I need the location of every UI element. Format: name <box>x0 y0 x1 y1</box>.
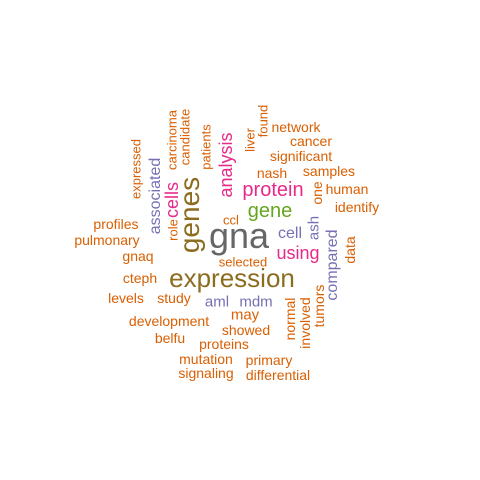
word-aml: aml <box>204 293 230 311</box>
word-normal: normal <box>282 297 298 341</box>
word-selected: selected <box>218 254 268 270</box>
word-gnaq: gnaq <box>122 248 154 264</box>
word-network: network <box>271 119 321 135</box>
word-patients: patients <box>198 124 214 170</box>
word-pulmonary: pulmonary <box>74 232 140 248</box>
word-expressed: expressed <box>128 139 144 199</box>
word-study: study <box>157 290 191 306</box>
word-one: one <box>309 181 325 205</box>
word-expression: expression <box>169 263 295 293</box>
word-using: using <box>276 243 320 263</box>
word-proteins: proteins <box>199 336 249 352</box>
word-tumors: tumors <box>311 284 327 328</box>
word-involved: involved <box>297 297 313 349</box>
word-profiles: profiles <box>93 216 139 232</box>
word-development: development <box>128 313 210 329</box>
word-gna: gna <box>208 215 270 256</box>
word-samples: samples <box>302 163 356 179</box>
word-signaling: signaling <box>178 365 234 381</box>
word-ccl: ccl <box>223 212 239 228</box>
word-cell: cell <box>277 225 303 242</box>
word-protein: protein <box>242 179 304 201</box>
word-belfu: belfu <box>154 330 186 346</box>
word-associated: associated <box>147 157 164 235</box>
word-gene: gene <box>247 200 293 222</box>
word-role: role <box>165 219 181 241</box>
word-cteph: cteph <box>122 270 158 286</box>
word-may: may <box>230 306 260 324</box>
word-data: data <box>342 236 358 264</box>
word-found: found <box>255 104 271 138</box>
word-candidate: candidate <box>177 108 193 166</box>
word-significant: significant <box>269 148 333 164</box>
word-levels: levels <box>108 290 144 306</box>
word-analysis: analysis <box>216 132 236 198</box>
word-compared: compared <box>324 229 341 301</box>
word-mutation: mutation <box>179 351 233 367</box>
word-human: human <box>325 181 369 197</box>
word-showed: showed <box>221 322 271 338</box>
word-cells: cells <box>162 181 182 219</box>
word-ash: ash <box>305 215 323 241</box>
word-cancer: cancer <box>289 133 333 149</box>
word-primary: primary <box>245 352 293 368</box>
word-differential: differential <box>245 367 311 383</box>
word-nash: nash <box>256 165 288 181</box>
word-mdm: mdm <box>239 293 273 311</box>
word-identify: identify <box>334 199 380 215</box>
